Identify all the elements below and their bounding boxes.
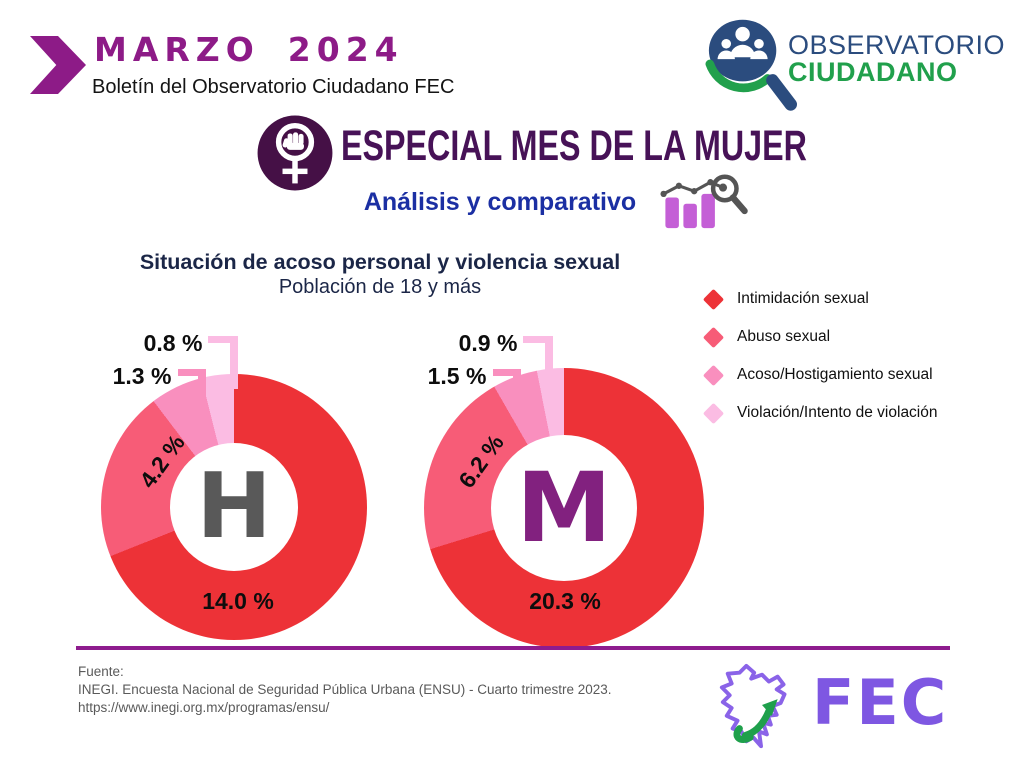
callout-line — [523, 336, 553, 343]
org-name-line2: CIUDADANO — [788, 57, 958, 87]
center-letter-h: H — [196, 454, 272, 559]
footer-separator — [76, 646, 950, 650]
legend-diamond-icon — [702, 364, 725, 386]
data-label-m-acoso: 1.5 % — [427, 363, 487, 389]
legend-label: Acoso/Hostigamiento sexual — [737, 366, 933, 383]
center-letter-m: M — [516, 452, 612, 564]
callout-line — [178, 369, 206, 376]
callout-line — [208, 336, 238, 343]
banner-title: ESPECIAL MES DE LA MUJER — [341, 122, 807, 170]
chart-title: Situación de acoso personal y violencia … — [139, 250, 621, 274]
banner-subtitle: Análisis y comparativo — [363, 188, 637, 216]
legend-label: Intimidación sexual — [737, 290, 869, 307]
data-label-m-intimidacion: 20.3 % — [529, 588, 601, 614]
feminist-symbol-icon — [257, 115, 333, 191]
donut-chart-hombres: H — [101, 374, 367, 640]
chart-legend: Intimidación sexual Abuso sexual Acoso/H… — [702, 288, 938, 440]
legend-item: Acoso/Hostigamiento sexual — [702, 364, 938, 386]
data-label-h-acoso: 1.3 % — [112, 363, 172, 389]
data-label-m-violacion: 0.9 % — [458, 330, 518, 356]
month-label: MARZO — [94, 30, 260, 69]
source-block: Fuente: INEGI. Encuesta Nacional de Segu… — [78, 663, 612, 717]
source-url: https://www.inegi.org.mx/programas/ensu/ — [78, 700, 330, 715]
callout-line — [545, 336, 553, 389]
fec-logo-text: FEC — [812, 666, 949, 739]
legend-item: Violación/Intento de violación — [702, 402, 938, 424]
year-label: 2024 — [287, 30, 404, 69]
bulletin-subtitle: Boletín del Observatorio Ciudadano FEC — [92, 76, 455, 98]
callout-line — [513, 369, 521, 398]
data-label-h-intimidacion: 14.0 % — [202, 588, 274, 614]
donut-center-mujeres: M — [491, 435, 637, 581]
fec-map-icon — [719, 663, 787, 749]
callout-line — [198, 369, 206, 395]
source-line: INEGI. Encuesta Nacional de Seguridad Pú… — [78, 682, 612, 697]
source-label: Fuente: — [78, 664, 124, 679]
legend-label: Abuso sexual — [737, 328, 831, 345]
observatorio-magnifier-icon — [705, 19, 797, 111]
org-name-line1: OBSERVATORIO — [788, 30, 1006, 60]
legend-item: Abuso sexual — [702, 326, 938, 348]
legend-diamond-icon — [702, 326, 725, 348]
legend-diamond-icon — [702, 402, 725, 424]
legend-item: Intimidación sexual — [702, 288, 938, 310]
callout-line — [493, 369, 521, 376]
data-label-h-violacion: 0.8 % — [143, 330, 203, 356]
chevron-right-icon — [30, 36, 86, 94]
donut-center-hombres: H — [170, 443, 298, 571]
donut-chart-mujeres: M — [424, 368, 704, 648]
bar-chart-magnifier-icon — [660, 174, 748, 229]
legend-label: Violación/Intento de violación — [737, 404, 938, 421]
callout-line — [230, 336, 238, 389]
page-title: MARZO 2024 — [94, 30, 404, 69]
legend-diamond-icon — [702, 288, 725, 310]
chart-subtitle: Población de 18 y más — [278, 276, 482, 298]
